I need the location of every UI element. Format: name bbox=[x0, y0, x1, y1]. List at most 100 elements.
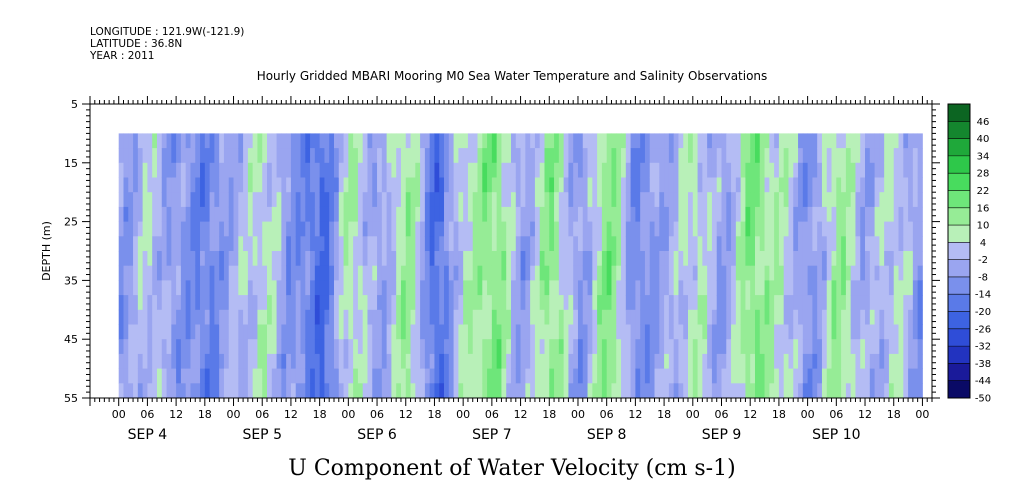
heatmap-cell bbox=[582, 148, 588, 164]
heatmap-cell bbox=[893, 221, 899, 237]
heatmap-cell bbox=[195, 162, 201, 178]
heatmap-cell bbox=[520, 206, 526, 222]
heatmap-cell bbox=[367, 251, 373, 267]
heatmap-cell bbox=[836, 162, 842, 178]
heatmap-cell bbox=[243, 339, 249, 355]
heatmap-cell bbox=[400, 177, 407, 193]
heatmap-cell bbox=[276, 265, 282, 281]
heatmap-cell bbox=[654, 368, 660, 384]
heatmap-cell bbox=[798, 177, 804, 193]
heatmap-cell bbox=[515, 309, 521, 325]
heatmap-cell bbox=[511, 339, 517, 355]
heatmap-cell bbox=[511, 162, 517, 178]
heatmap-cell bbox=[152, 236, 158, 252]
heatmap-cell bbox=[424, 309, 431, 325]
heatmap-cell bbox=[506, 177, 512, 193]
heatmap-cell bbox=[621, 236, 627, 252]
heatmap-cell bbox=[152, 162, 158, 178]
heatmap-cell bbox=[333, 206, 340, 222]
heatmap-cell bbox=[444, 148, 450, 164]
heatmap-cell bbox=[133, 324, 139, 340]
heatmap-cell bbox=[219, 265, 225, 281]
heatmap-cell bbox=[860, 236, 866, 252]
heatmap-cell bbox=[635, 383, 641, 399]
heatmap-cell bbox=[874, 162, 880, 178]
heatmap-cell bbox=[616, 265, 622, 281]
heatmap-cell bbox=[319, 295, 325, 311]
heatmap-cell bbox=[630, 221, 636, 237]
heatmap-cell bbox=[530, 192, 536, 208]
heatmap-cell bbox=[917, 295, 923, 311]
heatmap-cell bbox=[793, 206, 799, 222]
heatmap-cell bbox=[707, 162, 713, 178]
heatmap-cell bbox=[219, 251, 225, 267]
heatmap-cell bbox=[821, 206, 828, 222]
heatmap-cell bbox=[195, 309, 201, 325]
heatmap-cell bbox=[577, 177, 584, 193]
heatmap-cell bbox=[635, 309, 641, 325]
heatmap-cell bbox=[721, 192, 727, 208]
heatmap-cell bbox=[482, 309, 488, 325]
heatmap-cell bbox=[137, 221, 144, 237]
heatmap-cell bbox=[821, 177, 828, 193]
heatmap-cell bbox=[621, 295, 627, 311]
heatmap-cell bbox=[697, 251, 703, 267]
heatmap-cell bbox=[635, 221, 641, 237]
heatmap-cell bbox=[697, 353, 703, 369]
heatmap-cell bbox=[467, 177, 474, 193]
heatmap-cell bbox=[587, 265, 593, 281]
heatmap-cell bbox=[764, 192, 770, 208]
heatmap-cell bbox=[903, 206, 909, 222]
heatmap-cell bbox=[506, 339, 512, 355]
heatmap-cell bbox=[630, 192, 636, 208]
heatmap-cell bbox=[444, 162, 450, 178]
heatmap-cell bbox=[300, 236, 306, 252]
heatmap-cell bbox=[850, 353, 856, 369]
heatmap-cell bbox=[305, 148, 311, 164]
heatmap-cell bbox=[697, 368, 703, 384]
heatmap-cell bbox=[860, 251, 866, 267]
heatmap-cell bbox=[582, 368, 588, 384]
heatmap-cell bbox=[702, 192, 708, 208]
heatmap-cell bbox=[434, 148, 440, 164]
heatmap-cell bbox=[152, 177, 158, 193]
heatmap-cell bbox=[745, 295, 751, 311]
heatmap-cell bbox=[798, 236, 804, 252]
heatmap-cell bbox=[597, 251, 603, 267]
heatmap-cell bbox=[463, 309, 469, 325]
heatmap-cell bbox=[597, 148, 603, 164]
heatmap-cell bbox=[204, 162, 210, 178]
heatmap-cell bbox=[496, 339, 502, 355]
heatmap-cell bbox=[118, 236, 124, 252]
heatmap-cell bbox=[539, 177, 545, 193]
colorbar-swatch bbox=[948, 276, 970, 295]
heatmap-cell bbox=[319, 236, 325, 252]
heatmap-cell bbox=[477, 295, 483, 311]
heatmap-cell bbox=[396, 265, 402, 281]
heatmap-cell bbox=[759, 236, 765, 252]
heatmap-cell bbox=[869, 206, 875, 222]
heatmap-cell bbox=[606, 324, 612, 340]
heatmap-cell bbox=[534, 339, 541, 355]
heatmap-cell bbox=[649, 353, 655, 369]
heatmap-cell bbox=[491, 133, 498, 149]
heatmap-cell bbox=[190, 383, 196, 399]
heatmap-cell bbox=[630, 339, 636, 355]
heatmap-cell bbox=[668, 280, 675, 296]
heatmap-cell bbox=[180, 353, 187, 369]
heatmap-cell bbox=[128, 324, 134, 340]
heatmap-cell bbox=[219, 324, 225, 340]
heatmap-cell bbox=[783, 148, 789, 164]
heatmap-cell bbox=[343, 162, 349, 178]
heatmap-cell bbox=[458, 236, 464, 252]
heatmap-cell bbox=[243, 192, 249, 208]
heatmap-cell bbox=[788, 177, 794, 193]
heatmap-cell bbox=[898, 148, 904, 164]
heatmap-cell bbox=[300, 309, 306, 325]
colorbar-label: -2 bbox=[978, 255, 988, 266]
heatmap-cell bbox=[697, 177, 703, 193]
heatmap-cell bbox=[673, 295, 679, 311]
heatmap-cell bbox=[396, 309, 402, 325]
heatmap-cell bbox=[396, 324, 402, 340]
heatmap-cell bbox=[616, 177, 622, 193]
